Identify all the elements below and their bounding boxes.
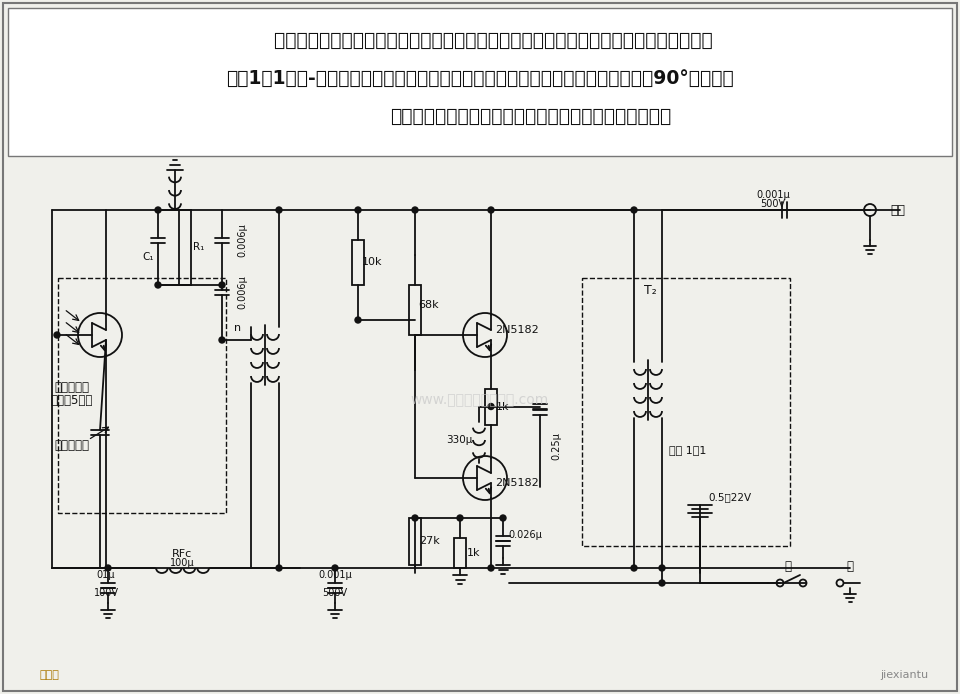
Circle shape bbox=[155, 207, 161, 213]
Circle shape bbox=[488, 565, 494, 571]
Text: 微调电容器: 微调电容器 bbox=[55, 439, 89, 452]
Text: 捷佳图: 捷佳图 bbox=[40, 670, 60, 680]
Text: 0.5～22V: 0.5～22V bbox=[708, 492, 752, 502]
Text: 双绕 1：1: 双绕 1：1 bbox=[669, 445, 707, 455]
Circle shape bbox=[355, 207, 361, 213]
Text: 2N5182: 2N5182 bbox=[495, 325, 539, 335]
Text: 列阵（5只）: 列阵（5只） bbox=[51, 393, 93, 407]
Text: C₁: C₁ bbox=[142, 252, 154, 262]
Text: 01μ: 01μ bbox=[97, 570, 115, 580]
Circle shape bbox=[54, 332, 60, 338]
Text: 断: 断 bbox=[847, 561, 853, 573]
Text: 27k: 27k bbox=[419, 536, 440, 546]
Text: jiexiantu: jiexiantu bbox=[880, 670, 928, 680]
Text: 68k: 68k bbox=[419, 300, 440, 310]
Text: 100V: 100V bbox=[93, 588, 118, 598]
Text: 1k: 1k bbox=[496, 402, 510, 412]
Text: 0.006μ: 0.006μ bbox=[237, 223, 247, 257]
Circle shape bbox=[631, 565, 637, 571]
Bar bbox=[409, 285, 421, 335]
Circle shape bbox=[276, 565, 282, 571]
Text: 10k: 10k bbox=[362, 257, 382, 267]
Circle shape bbox=[412, 515, 418, 521]
Circle shape bbox=[332, 565, 338, 571]
Text: 500V: 500V bbox=[760, 199, 785, 209]
Text: 路与1：1平衡-不平衡转换器相似，具有单通路输入，两通路输出，两输出之间相移90°。电路不: 路与1：1平衡-不平衡转换器相似，具有单通路输入，两通路输出，两输出之间相移90… bbox=[227, 69, 733, 87]
Text: 2N5182: 2N5182 bbox=[495, 478, 539, 488]
Text: 0.001μ: 0.001μ bbox=[756, 190, 790, 200]
Text: 图中，光电二极管列阵由通信系统的发光二极管照射，将光信息转换到广播频段上去。电: 图中，光电二极管列阵由通信系统的发光二极管照射，将光信息转换到广播频段上去。电 bbox=[248, 31, 712, 49]
Circle shape bbox=[659, 565, 665, 571]
Text: www.世界科技有限公司.com: www.世界科技有限公司.com bbox=[411, 393, 549, 407]
Text: 1k: 1k bbox=[468, 548, 481, 558]
Circle shape bbox=[219, 337, 225, 343]
Text: 0.001μ: 0.001μ bbox=[318, 570, 352, 580]
Circle shape bbox=[355, 317, 361, 323]
Circle shape bbox=[276, 207, 282, 213]
Circle shape bbox=[500, 515, 506, 521]
Text: 通: 通 bbox=[784, 561, 791, 573]
Bar bbox=[409, 518, 421, 565]
Circle shape bbox=[457, 515, 463, 521]
Circle shape bbox=[412, 207, 418, 213]
Text: 100μ: 100μ bbox=[170, 558, 194, 568]
Circle shape bbox=[659, 580, 665, 586]
Bar bbox=[352, 240, 364, 285]
Circle shape bbox=[155, 282, 161, 288]
Bar bbox=[582, 278, 790, 546]
Text: 需要中和，合理地给出高的增益，且具有低的噪声响应。: 需要中和，合理地给出高的增益，且具有低的噪声响应。 bbox=[390, 106, 671, 126]
Text: 500V: 500V bbox=[323, 588, 348, 598]
Bar bbox=[454, 538, 466, 568]
Bar bbox=[8, 8, 952, 156]
Text: 0.25μ: 0.25μ bbox=[551, 432, 561, 460]
Text: 输出: 输出 bbox=[890, 203, 905, 217]
Circle shape bbox=[488, 403, 494, 409]
Text: 光电二极管: 光电二极管 bbox=[55, 380, 89, 393]
Text: 0.006μ: 0.006μ bbox=[237, 275, 247, 309]
Circle shape bbox=[488, 207, 494, 213]
Text: 0.026μ: 0.026μ bbox=[508, 530, 542, 540]
Text: RFc: RFc bbox=[172, 549, 192, 559]
Text: 330μ: 330μ bbox=[445, 434, 472, 444]
Bar bbox=[58, 278, 226, 513]
Text: n: n bbox=[234, 323, 241, 333]
Text: R₁: R₁ bbox=[193, 242, 204, 252]
Circle shape bbox=[219, 282, 225, 288]
Bar bbox=[485, 389, 497, 425]
Circle shape bbox=[631, 207, 637, 213]
Text: T₂: T₂ bbox=[643, 284, 657, 296]
Bar bbox=[179, 210, 191, 285]
Circle shape bbox=[105, 565, 111, 571]
